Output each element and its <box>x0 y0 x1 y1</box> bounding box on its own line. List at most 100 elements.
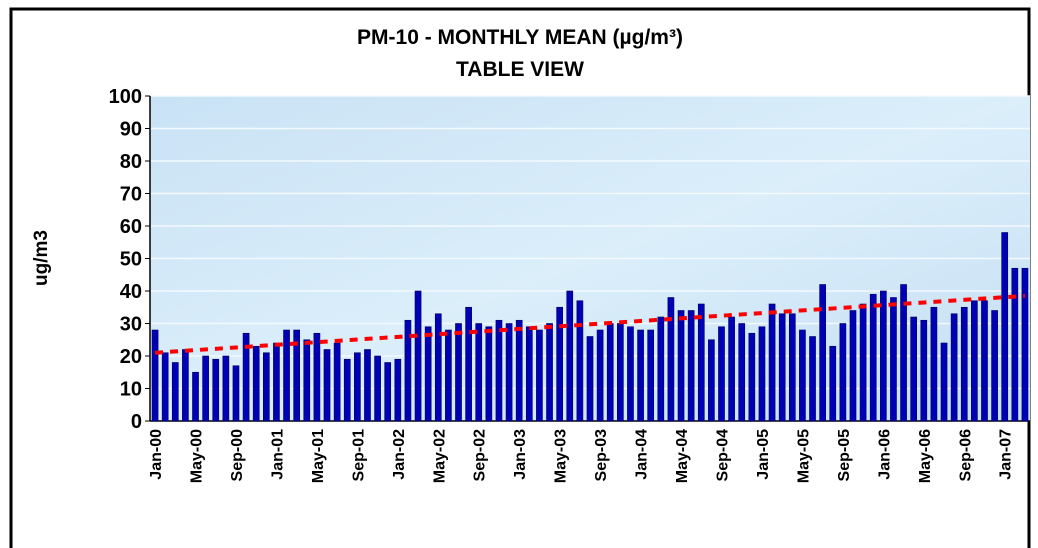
bar <box>262 352 270 422</box>
bar <box>748 332 756 422</box>
bar <box>687 310 695 422</box>
trend-line <box>154 293 1026 355</box>
bar <box>556 306 563 422</box>
bar <box>586 336 594 422</box>
bar <box>1021 267 1029 422</box>
x-tick-label: Jan-07 <box>998 429 1015 480</box>
bar <box>293 329 301 422</box>
bar <box>485 326 493 422</box>
bar <box>404 319 412 422</box>
x-tick-label: Jan-04 <box>634 429 651 480</box>
bar <box>505 323 513 422</box>
bar <box>647 329 655 422</box>
bar <box>171 362 179 422</box>
bar <box>829 345 837 422</box>
bar <box>242 332 250 422</box>
x-tick-label: Jan-00 <box>148 429 165 480</box>
bar <box>515 319 523 422</box>
bar <box>465 306 472 422</box>
bar <box>273 342 280 422</box>
bar <box>151 329 159 422</box>
bar <box>333 342 341 422</box>
y-tick-label: 90 <box>120 119 142 141</box>
bar <box>799 329 806 422</box>
bar <box>697 303 705 422</box>
y-tick-label: 20 <box>120 346 142 368</box>
bar <box>809 336 816 422</box>
bar <box>981 300 988 422</box>
bar <box>182 349 189 422</box>
bar <box>212 358 220 422</box>
bar <box>1011 267 1019 422</box>
bar <box>475 323 483 422</box>
bar <box>940 342 948 422</box>
bar <box>930 306 938 422</box>
bar <box>384 362 392 422</box>
bar <box>434 313 442 422</box>
bar <box>394 358 402 422</box>
bar <box>192 371 199 422</box>
bar <box>900 284 907 422</box>
bar <box>910 316 918 422</box>
bar <box>323 349 331 422</box>
bar <box>495 319 503 422</box>
x-tick-label: Jan-03 <box>512 429 529 480</box>
bar <box>950 313 958 422</box>
bar <box>839 323 847 422</box>
y-tick-label: 40 <box>120 281 142 303</box>
bar <box>960 306 968 422</box>
x-tick-label: Jan-05 <box>755 429 772 480</box>
bar <box>971 300 978 422</box>
bar <box>637 329 644 422</box>
x-tick-label: May-02 <box>431 429 448 483</box>
y-tick-label: 80 <box>120 151 142 173</box>
y-tick-label: 0 <box>131 411 142 433</box>
x-tick-label: Sep-01 <box>350 429 367 482</box>
x-tick-label: Sep-06 <box>957 429 974 482</box>
x-tick-label: May-03 <box>553 429 570 483</box>
bar <box>252 345 260 422</box>
x-tick-label: Jan-06 <box>876 429 893 480</box>
bar <box>991 310 998 422</box>
x-tick-label: May-05 <box>795 429 812 483</box>
bar <box>819 284 826 422</box>
bar <box>738 323 746 422</box>
bar <box>708 339 715 422</box>
bar <box>617 323 624 422</box>
x-tick-label: May-00 <box>189 429 206 483</box>
bar <box>202 355 209 422</box>
x-tick-label: May-04 <box>674 429 691 483</box>
x-tick-label: Sep-05 <box>836 429 853 482</box>
y-tick-label: 100 <box>109 86 142 108</box>
x-tick-label: Sep-03 <box>593 429 610 482</box>
bar <box>879 290 887 422</box>
y-tick-label: 50 <box>120 249 142 271</box>
bar <box>606 323 614 422</box>
bar <box>667 297 675 422</box>
bar <box>627 326 634 422</box>
bar <box>778 313 786 422</box>
bar <box>414 290 422 422</box>
bar <box>768 303 776 422</box>
x-tick-label: Jan-01 <box>269 429 286 480</box>
bar <box>728 316 735 422</box>
x-tick-label: Sep-02 <box>472 429 489 482</box>
bar <box>525 326 533 422</box>
bar <box>222 355 230 422</box>
bar <box>920 319 928 422</box>
bar <box>718 326 725 422</box>
bar <box>343 358 351 422</box>
bar <box>445 329 452 422</box>
bar <box>455 323 462 422</box>
bar <box>849 310 857 422</box>
bar <box>758 326 766 422</box>
bar <box>890 297 897 422</box>
bar <box>546 323 553 422</box>
y-tick-label: 60 <box>120 216 142 238</box>
bar <box>232 365 240 422</box>
x-tick-label: May-01 <box>310 429 327 483</box>
y-axis-label: ug/m3 <box>31 230 52 286</box>
x-tick-label: Jan-02 <box>391 429 408 480</box>
bar <box>374 355 381 422</box>
